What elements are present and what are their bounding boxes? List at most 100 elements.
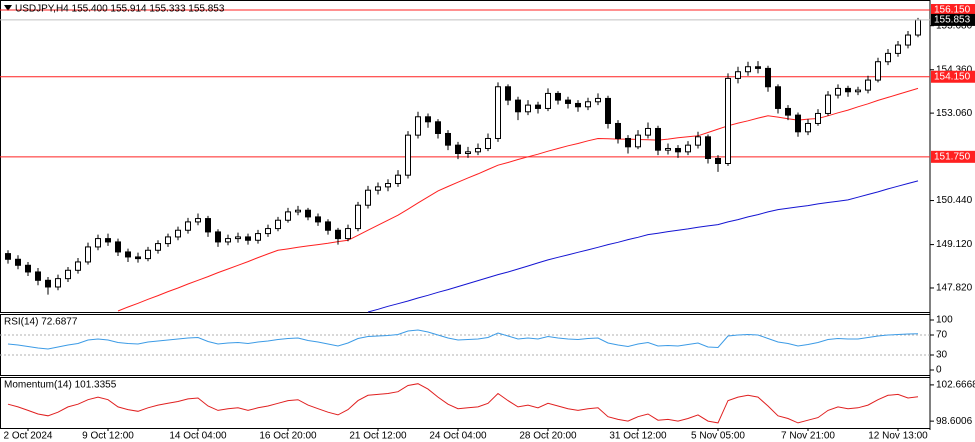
x-tick-label: 21 Oct 12:00 bbox=[349, 431, 407, 442]
y-tick-label: 70 bbox=[936, 330, 948, 341]
candle-body bbox=[655, 127, 661, 151]
candle-body bbox=[245, 236, 251, 241]
candle-body bbox=[805, 122, 811, 133]
candle-body bbox=[555, 92, 561, 101]
level-label: 154.150 bbox=[934, 71, 971, 82]
candle-body bbox=[535, 104, 541, 109]
candle-body bbox=[215, 231, 221, 243]
candle-body bbox=[595, 97, 601, 103]
candle-body bbox=[155, 243, 161, 251]
candle-body bbox=[485, 137, 491, 149]
candle-body bbox=[835, 87, 841, 96]
candle-body bbox=[395, 174, 401, 185]
candle-body bbox=[755, 66, 761, 69]
candle-body bbox=[735, 71, 741, 79]
candle-body bbox=[865, 79, 871, 91]
candle-body bbox=[365, 189, 371, 206]
candle-body bbox=[625, 137, 631, 148]
candle-body bbox=[175, 229, 181, 238]
candle-body bbox=[495, 86, 501, 139]
candle-body bbox=[85, 246, 91, 263]
candle-body bbox=[585, 101, 591, 108]
candle-body bbox=[25, 264, 31, 273]
candle-body bbox=[815, 112, 821, 124]
indicator-title: Momentum(14) 101.3355 bbox=[4, 380, 117, 391]
candle-body bbox=[905, 34, 911, 46]
candle-body bbox=[745, 66, 751, 73]
price-label: 155.853 bbox=[934, 15, 971, 26]
candle-body bbox=[5, 253, 11, 260]
candle-body bbox=[195, 218, 201, 223]
candle-body bbox=[95, 238, 101, 248]
candle-body bbox=[575, 102, 581, 108]
candle-body bbox=[525, 104, 531, 113]
y-tick-label: 102.6668 bbox=[936, 380, 975, 391]
candle-body bbox=[545, 92, 551, 109]
candle-body bbox=[885, 52, 891, 63]
level-label-bg bbox=[931, 70, 975, 83]
candle-body bbox=[385, 183, 391, 188]
price-label-bg bbox=[931, 13, 975, 26]
candle-body bbox=[325, 221, 331, 231]
candle-body bbox=[845, 87, 851, 93]
candle-body bbox=[405, 134, 411, 176]
candle-body bbox=[55, 278, 61, 288]
y-tick-label: 100 bbox=[936, 315, 953, 326]
x-tick-label: 7 Nov 21:00 bbox=[781, 431, 835, 442]
candle-body bbox=[235, 236, 241, 240]
candle-body bbox=[335, 229, 341, 240]
indicator-line bbox=[7, 329, 919, 350]
symbol-menu-icon[interactable] bbox=[4, 5, 12, 11]
x-tick-label: 24 Oct 04:00 bbox=[429, 431, 487, 442]
x-tick-label: 28 Oct 20:00 bbox=[519, 431, 577, 442]
candle-body bbox=[645, 127, 651, 136]
candle-body bbox=[435, 121, 441, 134]
y-tick-label: 98.6006 bbox=[936, 416, 973, 427]
x-tick-label: 9 Oct 12:00 bbox=[82, 431, 134, 442]
candle-body bbox=[75, 261, 81, 271]
x-tick-label: 2 Oct 2024 bbox=[4, 431, 53, 442]
candle-body bbox=[875, 61, 881, 81]
candle-body bbox=[125, 251, 131, 258]
candle-body bbox=[285, 211, 291, 221]
y-tick-label: 149.120 bbox=[936, 239, 973, 250]
candle-body bbox=[725, 77, 731, 165]
candle-body bbox=[345, 228, 351, 240]
candle-body bbox=[605, 97, 611, 124]
candle-body bbox=[715, 158, 721, 165]
candle-body bbox=[115, 241, 121, 253]
level-label-bg bbox=[931, 4, 975, 17]
y-tick-label: 154.360 bbox=[936, 64, 973, 75]
candle-body bbox=[15, 258, 21, 266]
indicator-line bbox=[7, 383, 919, 424]
candle-body bbox=[445, 132, 451, 146]
candle-body bbox=[45, 279, 51, 288]
y-tick-label: 30 bbox=[936, 350, 948, 361]
candle-body bbox=[915, 19, 921, 36]
x-tick-label: 14 Oct 04:00 bbox=[169, 431, 227, 442]
candle-body bbox=[305, 209, 311, 218]
candle-body bbox=[425, 116, 431, 123]
candle-body bbox=[795, 114, 801, 133]
candle-body bbox=[225, 238, 231, 243]
candle-body bbox=[275, 219, 281, 230]
candle-body bbox=[465, 151, 471, 154]
candle-body bbox=[185, 221, 191, 231]
candle-body bbox=[415, 116, 421, 136]
y-tick-label: 0 bbox=[936, 365, 942, 376]
candle-body bbox=[455, 144, 461, 154]
level-label-bg bbox=[931, 150, 975, 163]
candle-body bbox=[505, 86, 511, 101]
moving-average bbox=[367, 180, 919, 313]
candle-body bbox=[825, 94, 831, 114]
candle-body bbox=[35, 271, 41, 281]
candle-body bbox=[165, 236, 171, 245]
candle-body bbox=[785, 107, 791, 116]
candle-body bbox=[135, 256, 141, 260]
level-label: 151.750 bbox=[934, 151, 971, 162]
candle-body bbox=[775, 86, 781, 109]
x-tick-label: 5 Nov 05:00 bbox=[691, 431, 745, 442]
